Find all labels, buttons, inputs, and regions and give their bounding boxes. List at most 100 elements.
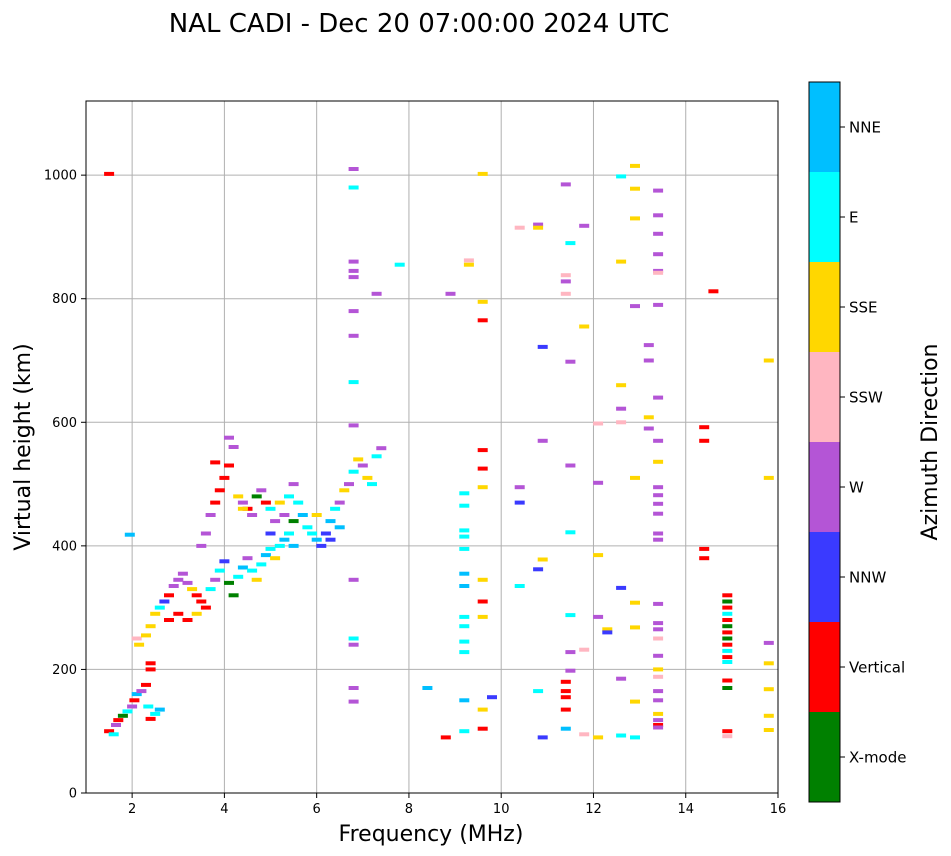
data-point xyxy=(191,593,202,598)
data-point xyxy=(122,709,133,714)
data-point xyxy=(560,273,571,278)
data-point xyxy=(722,729,733,734)
data-point xyxy=(348,686,359,690)
colorbar-tick-label: NNW xyxy=(849,569,886,587)
data-point xyxy=(560,689,571,694)
colorbar-tick-label: SSE xyxy=(849,299,878,317)
data-point xyxy=(297,513,308,517)
data-point xyxy=(653,188,664,193)
data-point xyxy=(113,718,124,723)
data-point xyxy=(164,593,174,598)
data-point xyxy=(242,556,253,561)
data-point xyxy=(214,568,225,573)
data-point xyxy=(593,614,604,619)
data-point xyxy=(348,268,359,273)
colorbar-label: Azimuth Direction xyxy=(918,343,943,540)
data-point xyxy=(763,358,774,363)
data-point xyxy=(722,660,733,664)
x-tick-label: 8 xyxy=(405,802,413,817)
data-point xyxy=(643,415,654,420)
data-point xyxy=(129,698,140,703)
data-point xyxy=(459,650,470,655)
data-point xyxy=(320,531,331,536)
colorbar-tick-label: NNE xyxy=(849,119,881,137)
data-point xyxy=(247,568,258,573)
data-point xyxy=(565,668,576,673)
data-point xyxy=(145,716,156,721)
data-point xyxy=(653,621,664,626)
data-point xyxy=(630,735,640,740)
data-point xyxy=(141,633,151,638)
data-point xyxy=(653,213,664,218)
data-point xyxy=(763,687,774,692)
data-point xyxy=(265,531,276,536)
data-point xyxy=(224,435,234,440)
data-point xyxy=(334,500,345,505)
data-point xyxy=(477,299,488,304)
data-point xyxy=(477,318,488,323)
data-point xyxy=(145,624,156,629)
data-point xyxy=(233,574,244,579)
data-point xyxy=(653,395,664,400)
y-axis-label: Virtual height (km) xyxy=(11,343,36,550)
data-point xyxy=(699,556,710,561)
data-point xyxy=(602,630,613,635)
data-point xyxy=(514,584,525,588)
data-point xyxy=(763,661,774,666)
data-point xyxy=(459,698,470,703)
data-point xyxy=(722,611,733,616)
data-point xyxy=(593,553,604,558)
data-point xyxy=(228,593,239,598)
data-point xyxy=(653,711,664,716)
data-point xyxy=(459,546,470,551)
colorbar-tick-label: SSW xyxy=(849,389,883,407)
data-point xyxy=(708,289,719,294)
data-point xyxy=(265,506,276,511)
data-point xyxy=(653,723,664,727)
data-point xyxy=(357,463,368,468)
data-point xyxy=(593,480,604,485)
data-point xyxy=(141,682,151,687)
y-tick-label: 600 xyxy=(52,416,77,431)
data-point xyxy=(653,270,664,275)
data-point xyxy=(653,601,664,606)
data-point xyxy=(459,614,470,619)
data-point xyxy=(196,599,207,604)
data-point xyxy=(653,531,664,536)
data-point xyxy=(653,302,664,307)
data-point xyxy=(459,639,470,644)
data-point xyxy=(459,528,470,533)
data-point xyxy=(348,167,359,171)
x-tick-label: 2 xyxy=(128,802,136,817)
data-point xyxy=(722,605,733,610)
y-tick-label: 800 xyxy=(52,292,77,307)
data-point xyxy=(348,699,359,704)
x-tick-label: 10 xyxy=(493,802,510,817)
data-point xyxy=(210,500,221,505)
data-point xyxy=(422,686,433,690)
data-point xyxy=(154,707,165,712)
data-point xyxy=(145,661,156,666)
data-point xyxy=(348,642,359,647)
data-point xyxy=(210,577,221,582)
data-point xyxy=(653,459,664,464)
data-point xyxy=(279,537,290,542)
data-point xyxy=(173,577,184,582)
data-point xyxy=(182,618,193,622)
data-point xyxy=(579,324,590,329)
data-point xyxy=(219,559,230,564)
data-point xyxy=(348,423,359,428)
data-point xyxy=(159,599,170,604)
data-point xyxy=(533,222,544,227)
x-axis-ticks: 2 4 6 8 10 12 14 16 xyxy=(128,793,786,817)
data-point xyxy=(722,642,733,647)
data-point xyxy=(136,689,147,694)
data-points xyxy=(104,163,774,740)
data-point xyxy=(288,543,299,548)
data-point xyxy=(440,735,451,740)
data-point xyxy=(233,494,244,499)
data-point xyxy=(124,532,135,537)
y-axis-ticks: 0 200 400 600 800 1000 xyxy=(44,169,86,802)
data-point xyxy=(108,732,119,737)
data-point xyxy=(302,525,313,530)
